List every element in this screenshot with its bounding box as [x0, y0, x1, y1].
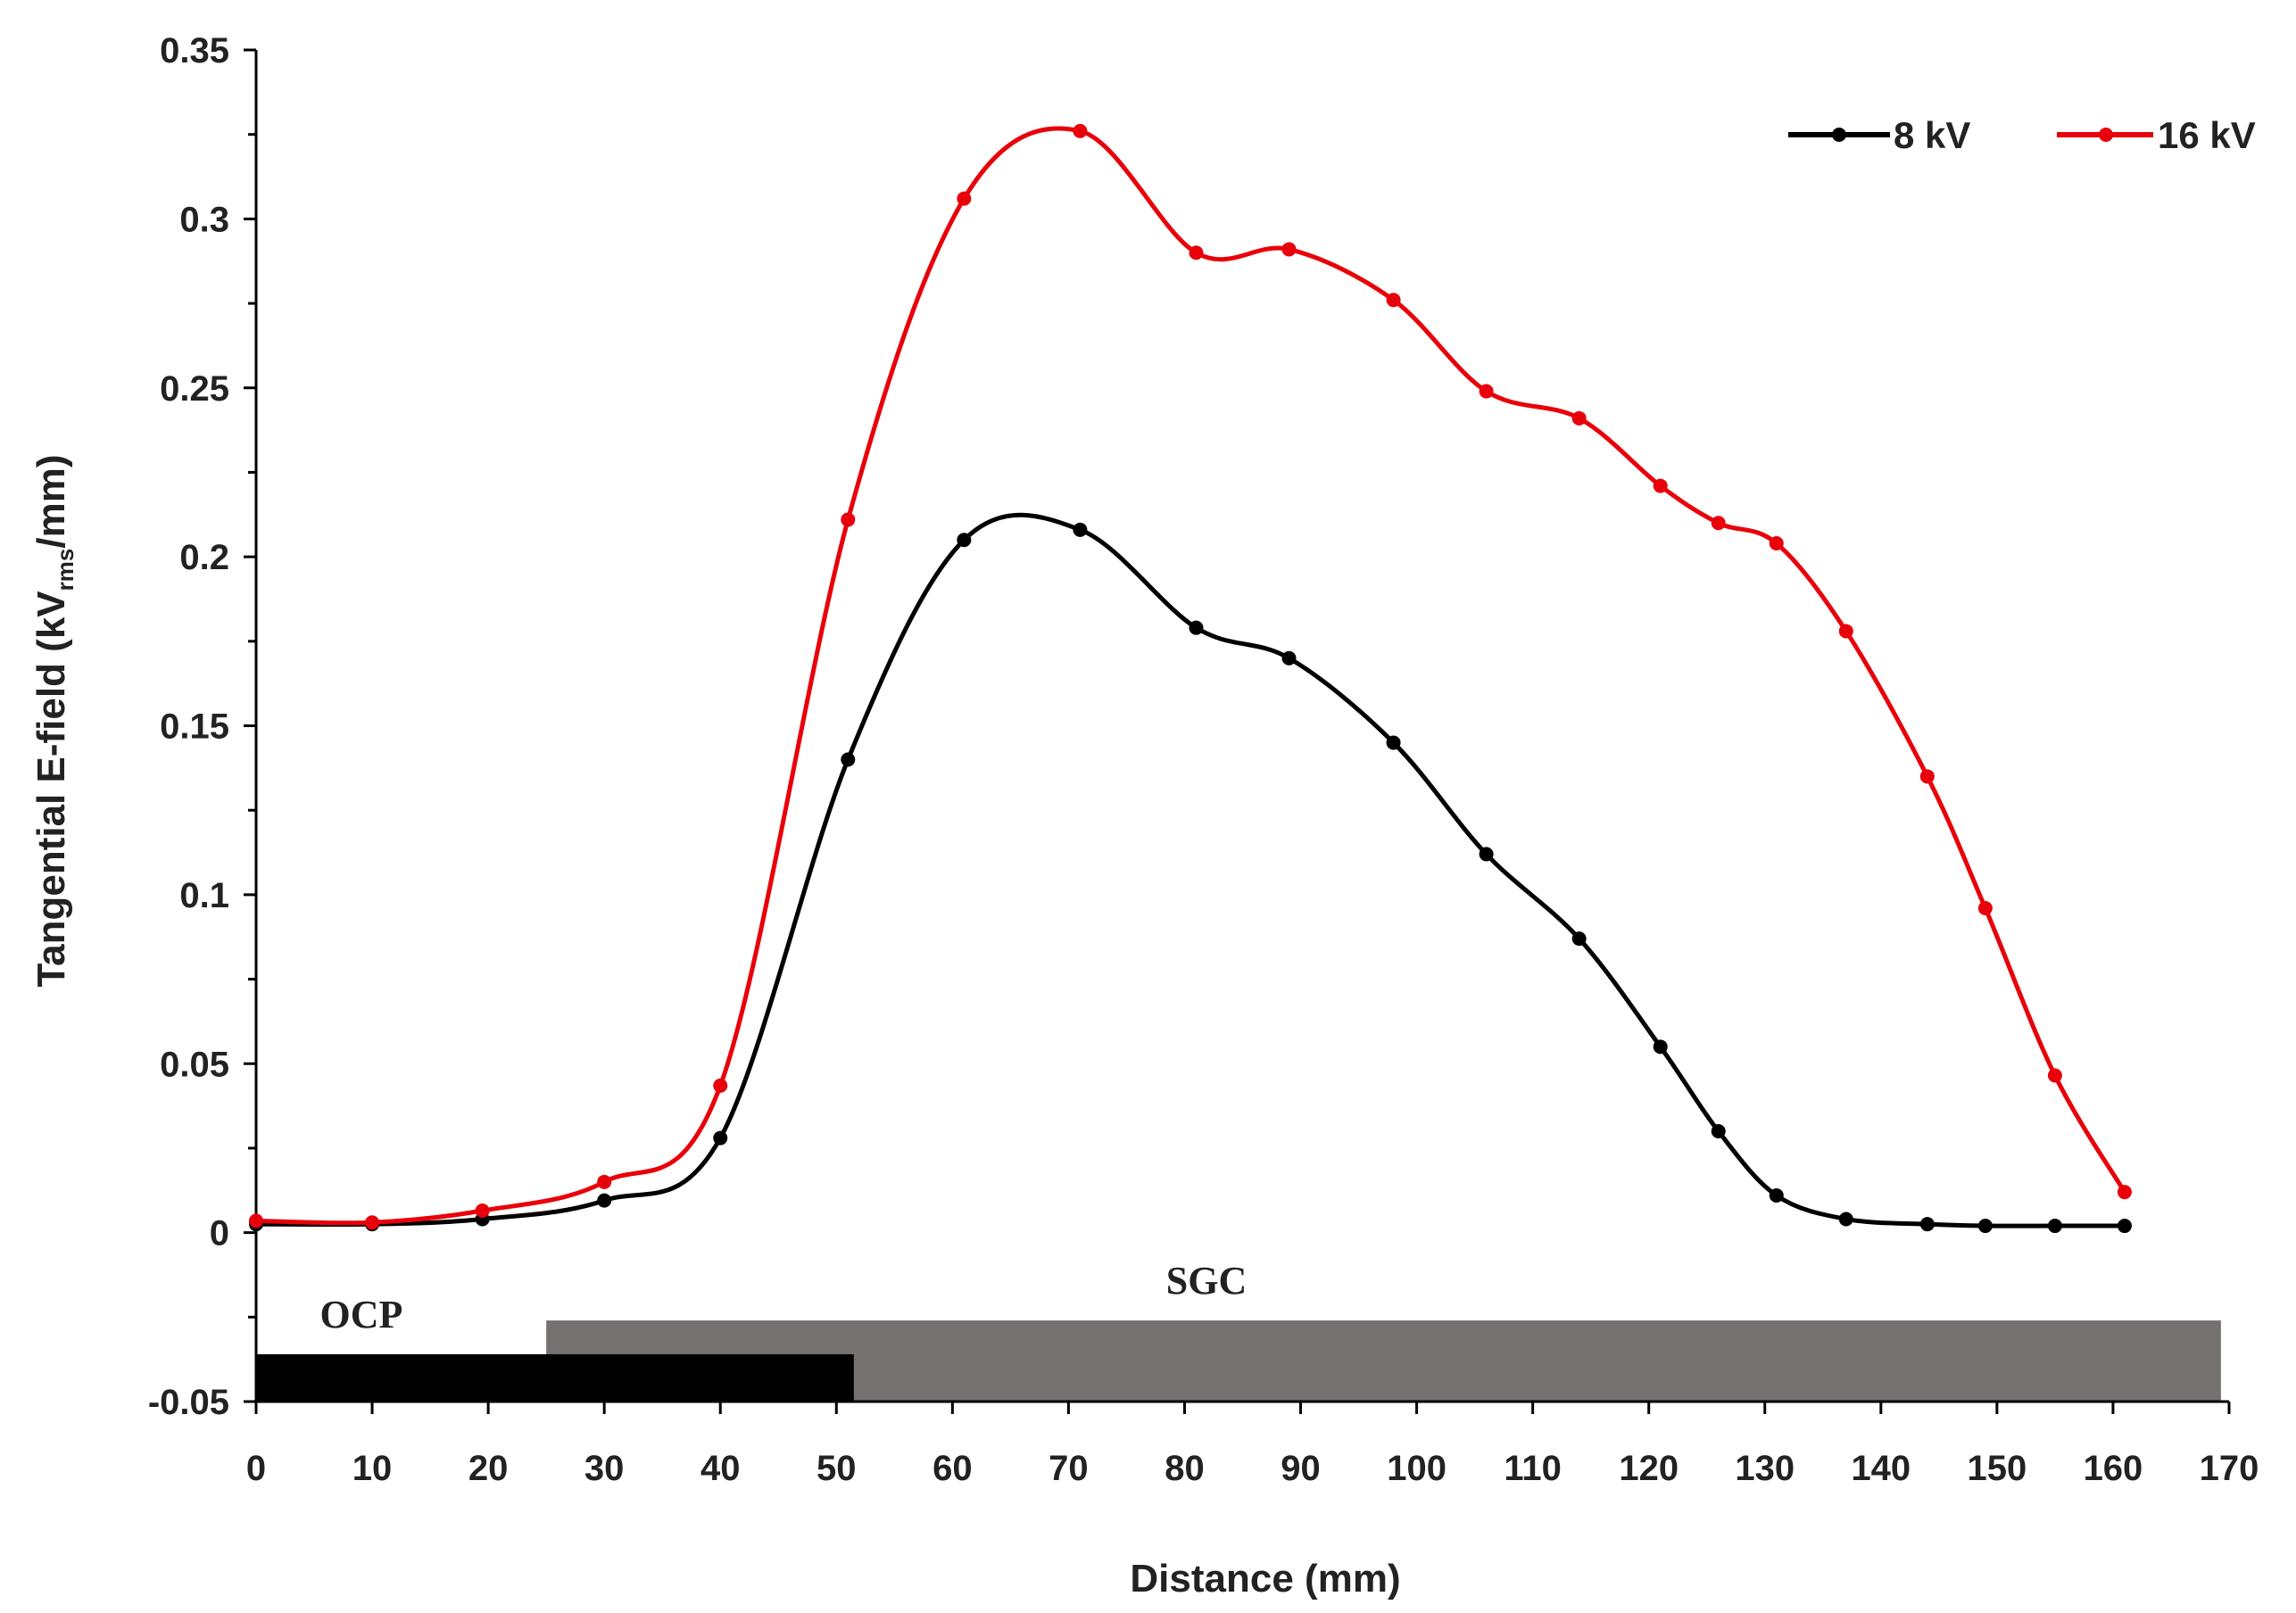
series-line-8kv [253, 512, 2127, 1228]
data-point-16kv [1571, 410, 1587, 426]
legend-marker-8kv [1832, 128, 1846, 142]
x-tick-label: 100 [1387, 1449, 1446, 1488]
data-point-8kv [2047, 1219, 2062, 1234]
x-tick-label: 30 [584, 1449, 625, 1488]
y-tick-label: 0.1 [179, 876, 229, 915]
data-point-16kv [957, 191, 972, 206]
data-point-16kv [1189, 245, 1204, 261]
data-point-16kv [249, 1213, 263, 1228]
data-point-8kv [841, 752, 856, 767]
data-point-8kv [713, 1130, 728, 1146]
legend-marker-16kv [2099, 128, 2113, 142]
data-point-8kv [1571, 931, 1587, 947]
x-tick-label: 150 [1968, 1449, 2027, 1488]
region-label-sgc: SGC [1166, 1259, 1247, 1303]
data-point-8kv [1189, 620, 1204, 635]
y-tick-label: 0.3 [179, 200, 229, 239]
x-tick-label: 60 [932, 1449, 973, 1488]
data-point-16kv [1711, 516, 1726, 531]
data-point-16kv [1386, 293, 1401, 308]
x-tick-label: 170 [2200, 1449, 2259, 1488]
y-tick-label: 0 [210, 1214, 229, 1253]
data-point-16kv [1838, 624, 1853, 639]
data-point-16kv [2047, 1068, 2062, 1083]
y-tick-label: 0.35 [160, 31, 229, 70]
data-point-16kv [1977, 901, 1993, 916]
labels-layer: OCP SGC [320, 1259, 1247, 1336]
y-tick-label: 0.15 [160, 707, 229, 747]
data-point-16kv [1919, 769, 1935, 784]
data-point-8kv [1919, 1217, 1935, 1232]
data-point-8kv [1386, 735, 1401, 750]
data-point-8kv [957, 533, 972, 548]
data-point-16kv [1281, 242, 1297, 257]
legend-label-16kv: 16 kV [2158, 114, 2256, 156]
data-point-16kv [2117, 1185, 2132, 1200]
data-point-8kv [1073, 522, 1088, 537]
data-point-16kv [1769, 535, 1784, 550]
data-point-8kv [1711, 1124, 1726, 1138]
series-layer [249, 123, 2132, 1234]
y-tick-label: 0.25 [160, 369, 229, 409]
axes: -0.05 0 0.05 0.1 0.15 0.2 0.25 0.3 0.35 0 10 20 30 40… [148, 31, 2259, 1488]
x-tick-label: 140 [1851, 1449, 1911, 1488]
data-point-8kv [1479, 847, 1494, 862]
x-axis-title: Distance (mm) [1130, 1557, 1400, 1601]
data-point-16kv [841, 512, 856, 527]
data-point-16kv [475, 1204, 490, 1219]
data-point-8kv [1838, 1212, 1853, 1227]
x-tick-label: 0 [246, 1449, 266, 1488]
data-point-8kv [1769, 1187, 1784, 1203]
data-point-16kv [1073, 123, 1088, 138]
x-tick-label: 40 [700, 1449, 741, 1488]
data-point-16kv [365, 1215, 380, 1230]
data-point-8kv [1653, 1039, 1668, 1055]
y-tick-label: 0.2 [179, 538, 229, 577]
data-point-8kv [1281, 650, 1297, 666]
data-point-8kv [1977, 1219, 1993, 1234]
x-tick-label: 90 [1281, 1449, 1321, 1488]
x-tick-label: 160 [2084, 1449, 2143, 1488]
x-tick-label: 50 [816, 1449, 857, 1488]
x-tick-label: 110 [1504, 1449, 1562, 1488]
regions-layer [256, 1320, 2221, 1402]
data-point-8kv [597, 1193, 612, 1208]
x-tick-label: 80 [1165, 1449, 1205, 1488]
x-tick-label: 130 [1735, 1449, 1795, 1488]
y-tick-label: 0.05 [160, 1045, 229, 1084]
data-point-16kv [597, 1174, 612, 1189]
data-point-16kv [713, 1078, 728, 1093]
x-tick-label: 20 [468, 1449, 509, 1488]
x-tick-label: 70 [1049, 1449, 1089, 1488]
data-point-8kv [2117, 1219, 2132, 1234]
legend-label-8kv: 8 kV [1894, 114, 1970, 156]
legend: 8 kV 16 kV [1788, 114, 2256, 156]
x-tick-label: 10 [352, 1449, 393, 1488]
y-axis-title: Tangential E-field (kVrms/mm) [29, 455, 79, 988]
y-axis-title-main: Tangential E-field (kV [29, 591, 73, 988]
region-bar-ocp [256, 1353, 854, 1402]
data-point-16kv [1653, 478, 1668, 493]
y-axis-title-subscript: rms [52, 549, 79, 591]
y-tick-label: -0.05 [148, 1383, 229, 1422]
series-line-16kv [253, 126, 2127, 1226]
y-axis-title-suffix: /mm) [29, 455, 73, 549]
x-tick-label: 120 [1619, 1449, 1678, 1488]
data-point-16kv [1479, 384, 1494, 399]
region-label-ocp: OCP [320, 1293, 403, 1336]
